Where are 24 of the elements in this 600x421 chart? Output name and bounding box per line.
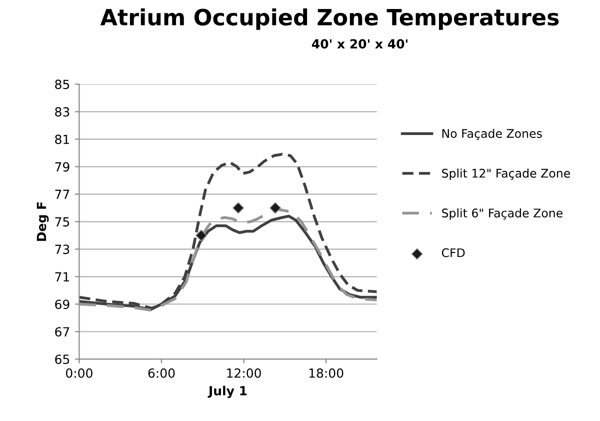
x-tick-label: 18:00 [309,368,344,378]
legend-label: No Façade Zones [442,128,542,140]
y-tick-label: 83 [55,107,70,117]
chart-subtitle: 40' x 20' x 40' [312,39,408,49]
y-tick-label: 85 [55,80,70,90]
x-tick-label: 0:00 [66,368,92,378]
y-tick-label: 69 [55,300,70,310]
legend-label: Split 12" Façade Zone [442,168,570,180]
y-tick-label: 73 [55,244,70,254]
y-axis-title: Deg F [36,202,49,241]
y-tick-label: 71 [55,272,70,282]
legend-label: CFD [442,248,465,258]
x-axis-title: July 1 [208,386,247,398]
y-tick-label: 75 [55,217,70,227]
y-tick-label: 65 [55,354,70,364]
legend-label: Split 6" Façade Zone [442,208,562,220]
y-tick-label: 81 [55,134,70,144]
y-tick-label: 67 [55,327,70,337]
x-tick-label: 6:00 [148,368,175,378]
chart-title: Atrium Occupied Zone Temperatures [100,8,559,30]
line-series [79,152,377,310]
x-tick-label: 12:00 [227,368,261,378]
y-tick-label: 79 [55,162,70,172]
y-tick-label: 77 [55,190,70,199]
